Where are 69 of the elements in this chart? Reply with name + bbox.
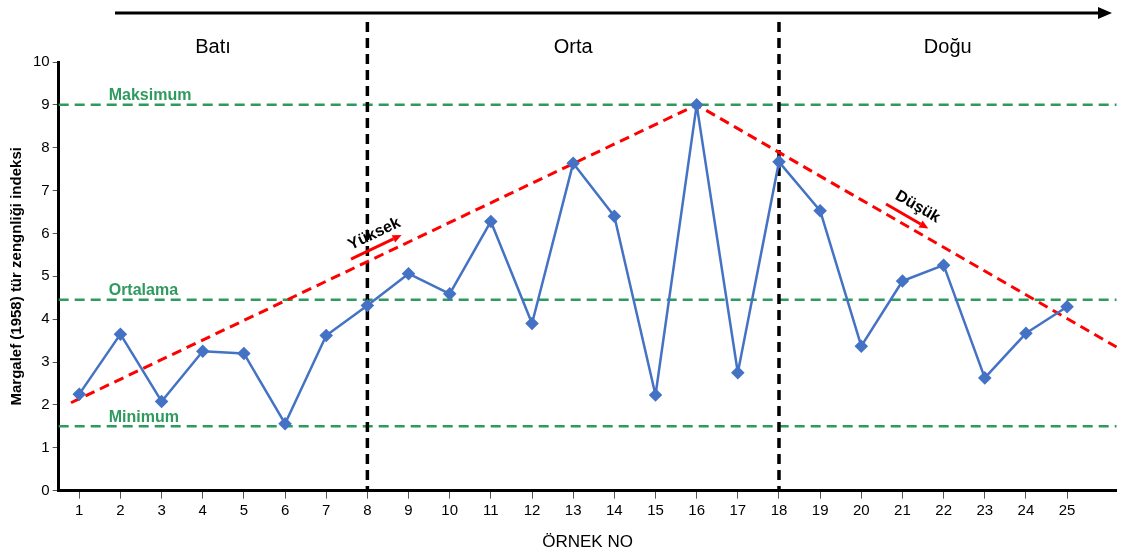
point [443, 287, 456, 301]
point [278, 417, 292, 430]
point [319, 329, 333, 342]
point [978, 371, 992, 385]
x-tick-label: 23 [976, 500, 994, 518]
point [237, 347, 251, 360]
text: Doğu [923, 34, 972, 57]
x-tick-label: 18 [770, 500, 788, 518]
point [73, 387, 86, 401]
y-tick-label: 2 [41, 395, 50, 413]
x-tick-label: 21 [894, 500, 911, 518]
point [1019, 327, 1033, 340]
point [114, 327, 127, 341]
y-tick-label: 7 [41, 180, 50, 198]
point [896, 274, 909, 288]
x-tick-label: 15 [647, 500, 664, 518]
x-tick-label: 19 [811, 500, 829, 518]
point [855, 339, 868, 353]
ref-line-label: Ortalama [108, 281, 179, 299]
y-tick-label: 8 [41, 137, 50, 155]
point [1060, 300, 1074, 313]
point [525, 317, 539, 330]
point [196, 345, 209, 358]
x-tick-label: 20 [852, 500, 870, 518]
point [402, 267, 415, 280]
y-tick-label: 6 [41, 223, 50, 241]
ref-line-label: Minimum [108, 407, 179, 425]
x-tick-label: 14 [606, 500, 623, 518]
x-tick-label: 6 [280, 500, 290, 518]
point [937, 258, 950, 272]
x-axis-title: ÖRNEK NO [542, 532, 633, 552]
point [649, 388, 662, 402]
x-tick-label: 9 [404, 500, 413, 518]
text: Batı [195, 34, 231, 57]
point [608, 210, 621, 223]
point [772, 155, 786, 169]
x-tick-label: 4 [198, 500, 207, 518]
x-tick-label: 24 [1017, 500, 1035, 518]
x-tick-label: 13 [564, 500, 582, 518]
point [813, 204, 827, 217]
y-tick-label: 5 [41, 266, 50, 284]
x-tick-label: 8 [363, 500, 372, 518]
point [566, 156, 580, 170]
x-tick-label: 17 [729, 500, 747, 518]
text: Orta [553, 34, 594, 57]
y-tick-label: 1 [41, 437, 50, 455]
x-tick-label: 12 [523, 500, 541, 518]
x-tick-label: 25 [1058, 500, 1076, 518]
y-tick-label: 10 [33, 52, 50, 70]
y-tick-label: 9 [41, 95, 50, 112]
x-tick-label: 7 [322, 500, 331, 518]
ref-line-label: Maksimum [108, 86, 192, 104]
y-tick-label: 4 [41, 309, 50, 327]
x-tick-label: 3 [157, 500, 166, 518]
y-tick-label: 3 [41, 352, 50, 370]
x-tick-label: 10 [441, 500, 459, 518]
x-tick-label: 22 [935, 500, 952, 518]
point [731, 366, 745, 379]
x-tick-label: 5 [239, 500, 249, 518]
x-tick-label: 16 [688, 500, 706, 518]
y-axis-title: Margalef (1958) tür zengnliği indeksi [7, 147, 25, 406]
x-tick-label: 2 [116, 500, 125, 518]
y-tick-label: 0 [41, 480, 50, 498]
x-tick-label: 1 [75, 500, 84, 518]
x-tick-label: 11 [483, 500, 499, 518]
point [155, 395, 168, 408]
point [690, 98, 703, 112]
point [361, 299, 374, 312]
point [484, 215, 498, 228]
